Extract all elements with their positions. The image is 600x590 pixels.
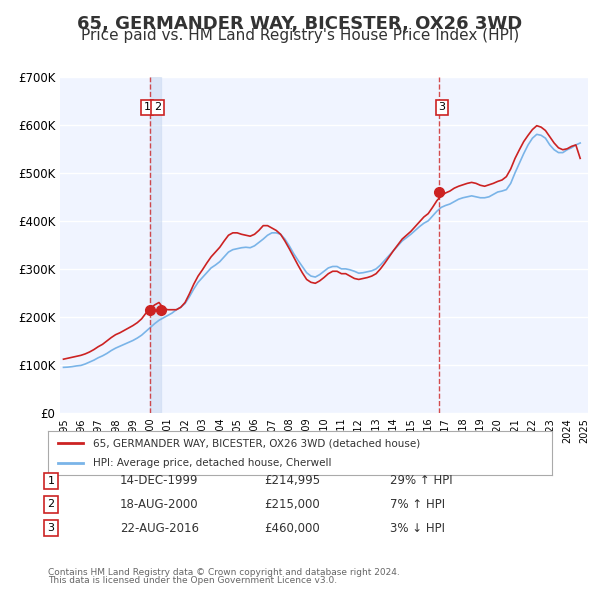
Text: 3: 3 — [439, 103, 445, 113]
Bar — [149, 77, 161, 413]
Text: £214,995: £214,995 — [264, 474, 320, 487]
Text: 3% ↓ HPI: 3% ↓ HPI — [390, 522, 445, 535]
Text: 2: 2 — [154, 103, 161, 113]
Text: 29% ↑ HPI: 29% ↑ HPI — [390, 474, 452, 487]
Text: 3: 3 — [47, 523, 55, 533]
Text: 1: 1 — [47, 476, 55, 486]
Text: 65, GERMANDER WAY, BICESTER, OX26 3WD (detached house): 65, GERMANDER WAY, BICESTER, OX26 3WD (d… — [94, 438, 421, 448]
Text: HPI: Average price, detached house, Cherwell: HPI: Average price, detached house, Cher… — [94, 458, 332, 467]
Text: 22-AUG-2016: 22-AUG-2016 — [120, 522, 199, 535]
Text: £460,000: £460,000 — [264, 522, 320, 535]
Text: 7% ↑ HPI: 7% ↑ HPI — [390, 498, 445, 511]
Text: £215,000: £215,000 — [264, 498, 320, 511]
Text: 14-DEC-1999: 14-DEC-1999 — [120, 474, 199, 487]
Text: Price paid vs. HM Land Registry's House Price Index (HPI): Price paid vs. HM Land Registry's House … — [81, 28, 519, 43]
Text: 65, GERMANDER WAY, BICESTER, OX26 3WD: 65, GERMANDER WAY, BICESTER, OX26 3WD — [77, 15, 523, 33]
Text: 1: 1 — [143, 103, 151, 113]
Text: This data is licensed under the Open Government Licence v3.0.: This data is licensed under the Open Gov… — [48, 576, 337, 585]
Text: Contains HM Land Registry data © Crown copyright and database right 2024.: Contains HM Land Registry data © Crown c… — [48, 568, 400, 577]
Text: 18-AUG-2000: 18-AUG-2000 — [120, 498, 199, 511]
Text: 2: 2 — [47, 500, 55, 509]
